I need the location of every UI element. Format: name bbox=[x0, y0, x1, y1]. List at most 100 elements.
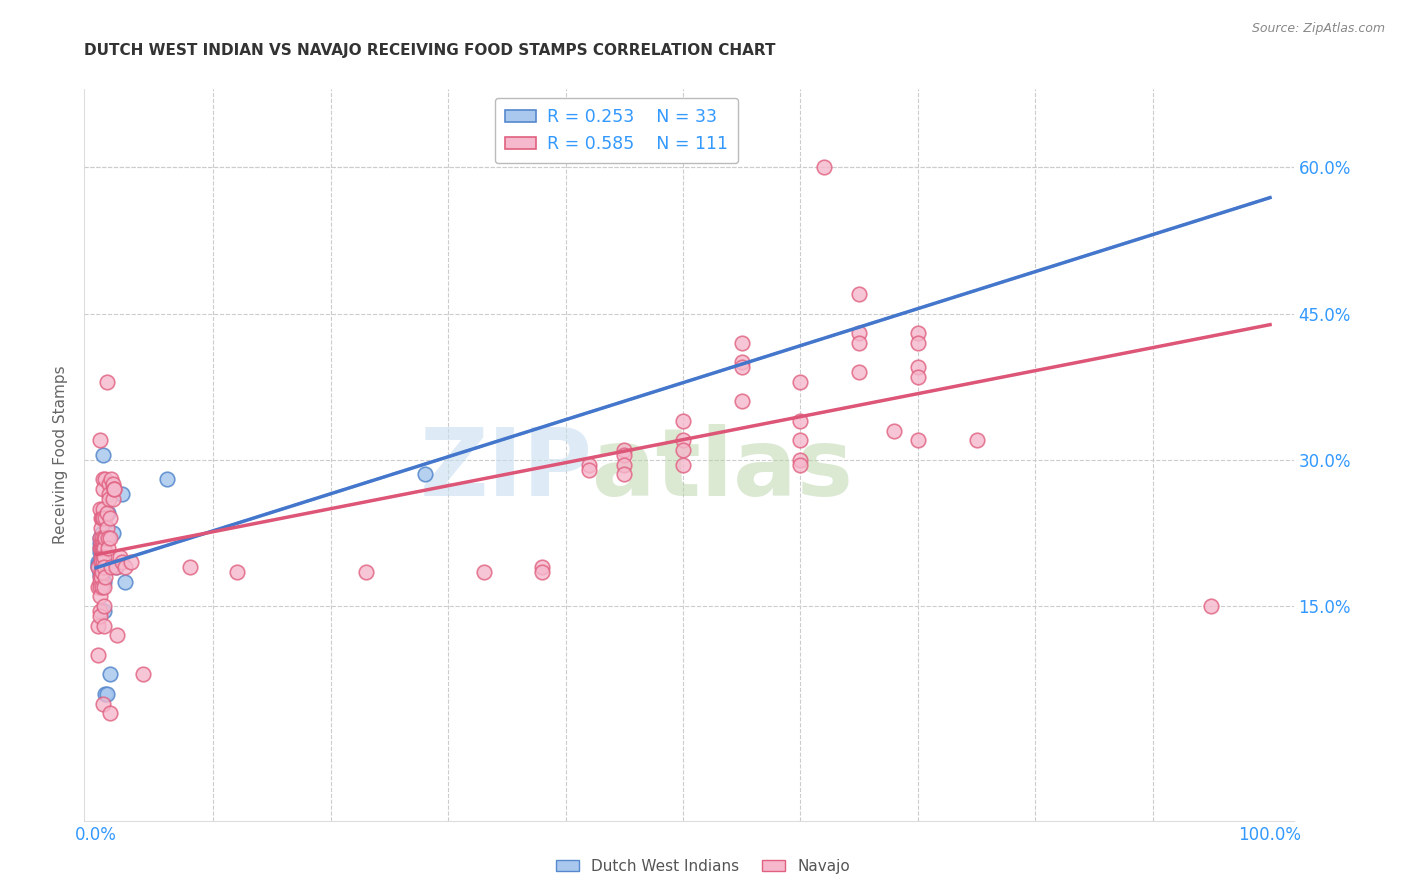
Point bbox=[96, 375, 118, 389]
Legend: R = 0.253    N = 33, R = 0.585    N = 111: R = 0.253 N = 33, R = 0.585 N = 111 bbox=[495, 98, 738, 163]
Point bbox=[613, 443, 636, 458]
Point bbox=[97, 541, 120, 555]
Point bbox=[93, 550, 115, 565]
Point bbox=[89, 541, 111, 555]
Point bbox=[789, 375, 811, 389]
Point bbox=[789, 452, 811, 467]
Point bbox=[105, 560, 128, 574]
Point bbox=[98, 667, 121, 681]
Point bbox=[90, 521, 112, 535]
Point bbox=[91, 511, 114, 525]
Point bbox=[94, 472, 117, 486]
Point bbox=[531, 565, 554, 579]
Point bbox=[90, 535, 112, 549]
Point bbox=[93, 531, 115, 545]
Point bbox=[87, 648, 110, 662]
Point bbox=[89, 608, 111, 623]
Point bbox=[91, 555, 114, 569]
Point bbox=[105, 560, 128, 574]
Point bbox=[93, 555, 115, 569]
Point bbox=[789, 458, 811, 472]
Point bbox=[89, 555, 111, 569]
Point bbox=[472, 565, 495, 579]
Point bbox=[672, 458, 695, 472]
Point bbox=[98, 706, 121, 721]
Point bbox=[93, 541, 115, 555]
Point bbox=[91, 697, 114, 711]
Point bbox=[90, 511, 112, 525]
Point bbox=[89, 565, 111, 579]
Point bbox=[731, 394, 754, 409]
Point bbox=[90, 565, 112, 579]
Point bbox=[613, 448, 636, 462]
Point bbox=[89, 501, 111, 516]
Point bbox=[93, 599, 115, 613]
Y-axis label: Receiving Food Stamps: Receiving Food Stamps bbox=[53, 366, 69, 544]
Point bbox=[87, 558, 110, 573]
Point bbox=[111, 487, 134, 501]
Point bbox=[89, 531, 111, 545]
Text: DUTCH WEST INDIAN VS NAVAJO RECEIVING FOOD STAMPS CORRELATION CHART: DUTCH WEST INDIAN VS NAVAJO RECEIVING FO… bbox=[84, 43, 776, 58]
Point bbox=[89, 570, 111, 584]
Point bbox=[848, 365, 870, 379]
Point bbox=[100, 560, 122, 574]
Point bbox=[89, 580, 111, 594]
Point bbox=[89, 541, 111, 555]
Point bbox=[91, 525, 114, 540]
Point bbox=[94, 570, 117, 584]
Point bbox=[120, 555, 142, 569]
Point bbox=[907, 326, 929, 340]
Text: atlas: atlas bbox=[592, 424, 853, 516]
Point bbox=[354, 565, 377, 579]
Point bbox=[87, 560, 110, 574]
Point bbox=[226, 565, 249, 579]
Text: Source: ZipAtlas.com: Source: ZipAtlas.com bbox=[1251, 22, 1385, 36]
Point bbox=[105, 628, 128, 642]
Point bbox=[93, 618, 115, 632]
Point bbox=[94, 511, 117, 525]
Point bbox=[179, 560, 201, 574]
Point bbox=[100, 472, 122, 486]
Point bbox=[848, 287, 870, 301]
Point bbox=[578, 458, 600, 472]
Point bbox=[90, 541, 112, 555]
Point bbox=[111, 555, 134, 569]
Point bbox=[413, 467, 436, 482]
Point bbox=[91, 560, 114, 574]
Point bbox=[87, 555, 110, 569]
Point bbox=[89, 535, 111, 549]
Point bbox=[91, 541, 114, 555]
Point bbox=[93, 580, 115, 594]
Point bbox=[93, 604, 115, 618]
Point bbox=[672, 414, 695, 428]
Point bbox=[91, 541, 114, 555]
Point bbox=[789, 434, 811, 448]
Text: ZIP: ZIP bbox=[419, 424, 592, 516]
Point bbox=[907, 370, 929, 384]
Point bbox=[90, 570, 112, 584]
Point bbox=[91, 580, 114, 594]
Point bbox=[87, 618, 110, 632]
Point bbox=[966, 434, 988, 448]
Point bbox=[114, 574, 136, 589]
Point bbox=[531, 560, 554, 574]
Point bbox=[98, 531, 121, 545]
Point bbox=[789, 414, 811, 428]
Point bbox=[91, 472, 114, 486]
Point bbox=[155, 472, 177, 486]
Point bbox=[848, 326, 870, 340]
Point bbox=[132, 667, 155, 681]
Point bbox=[108, 550, 131, 565]
Point bbox=[672, 443, 695, 458]
Point bbox=[93, 560, 115, 574]
Point bbox=[731, 355, 754, 369]
Point bbox=[731, 360, 754, 375]
Point bbox=[613, 467, 636, 482]
Point bbox=[98, 487, 121, 501]
Point bbox=[101, 477, 124, 491]
Point bbox=[89, 531, 111, 545]
Point bbox=[89, 590, 111, 604]
Point bbox=[848, 335, 870, 350]
Point bbox=[96, 521, 118, 535]
Point bbox=[94, 531, 117, 545]
